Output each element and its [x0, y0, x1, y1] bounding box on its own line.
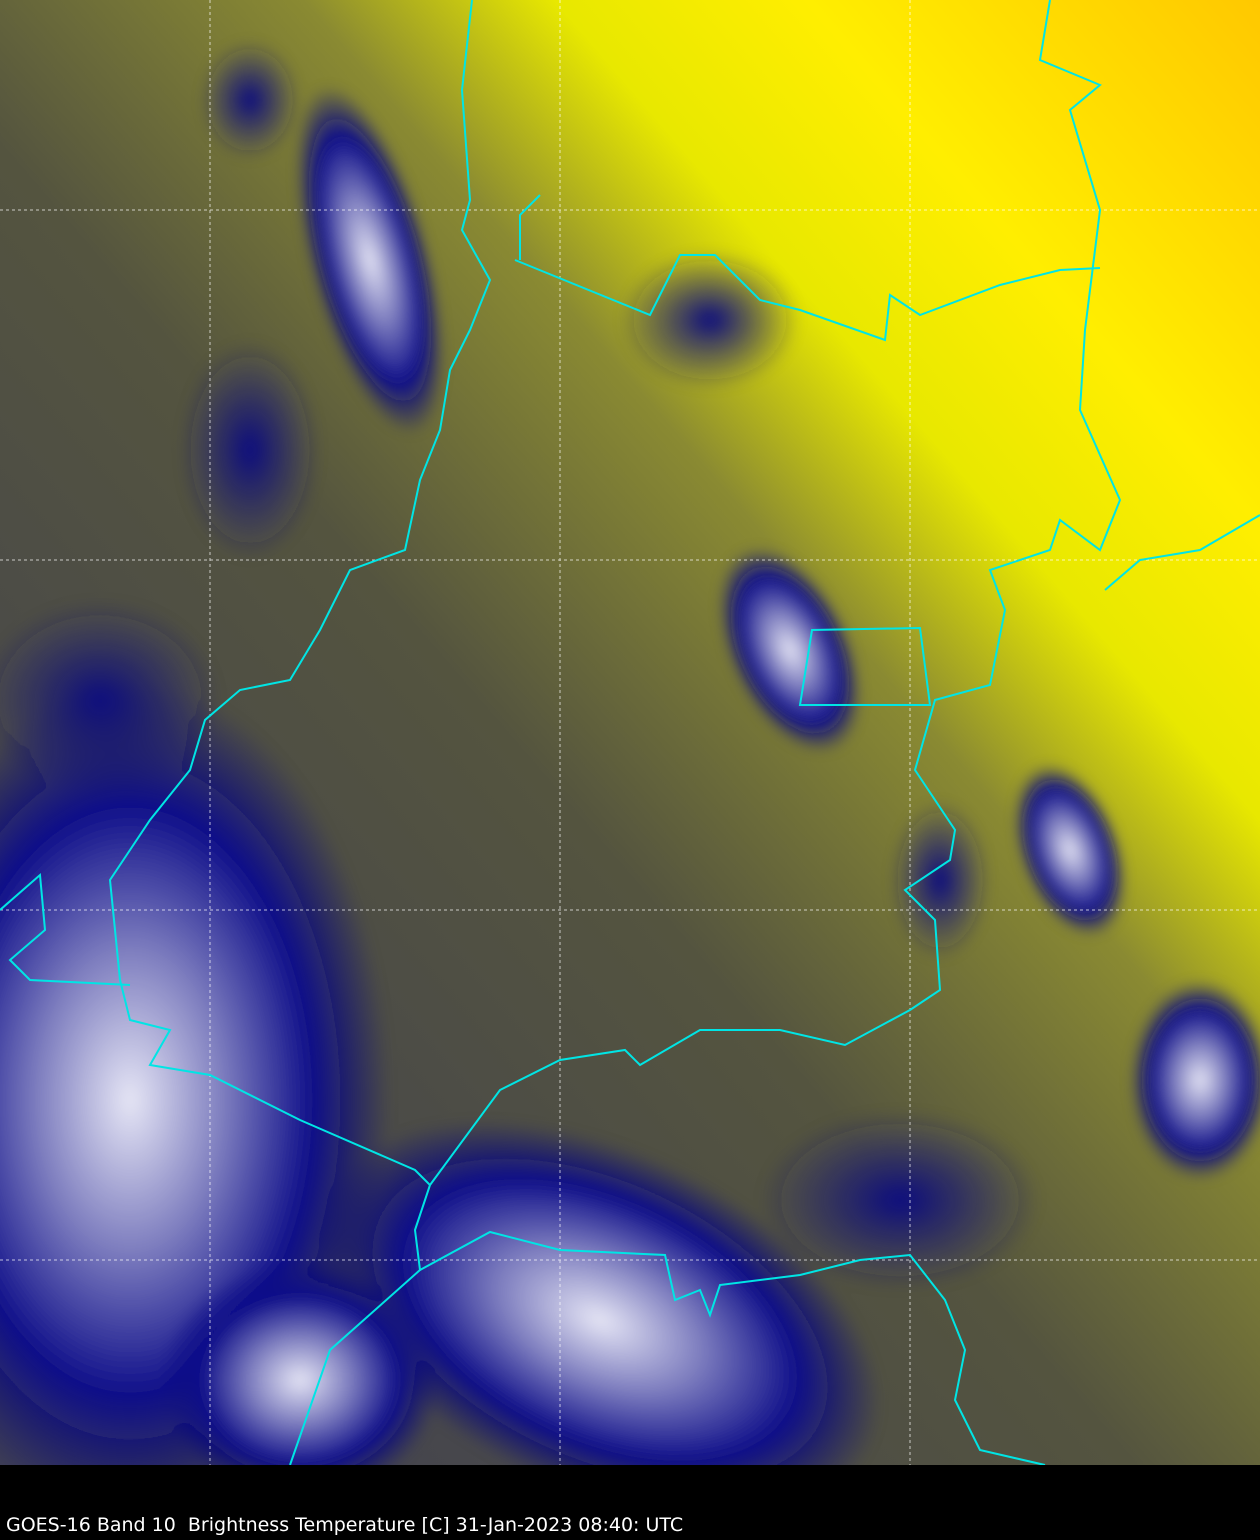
satellite-map — [0, 0, 1260, 1465]
political-boundaries — [0, 0, 1260, 1465]
image-caption: GOES-16 Band 10 Brightness Temperature [… — [6, 1514, 684, 1536]
lat-lon-grid — [0, 0, 1260, 1465]
